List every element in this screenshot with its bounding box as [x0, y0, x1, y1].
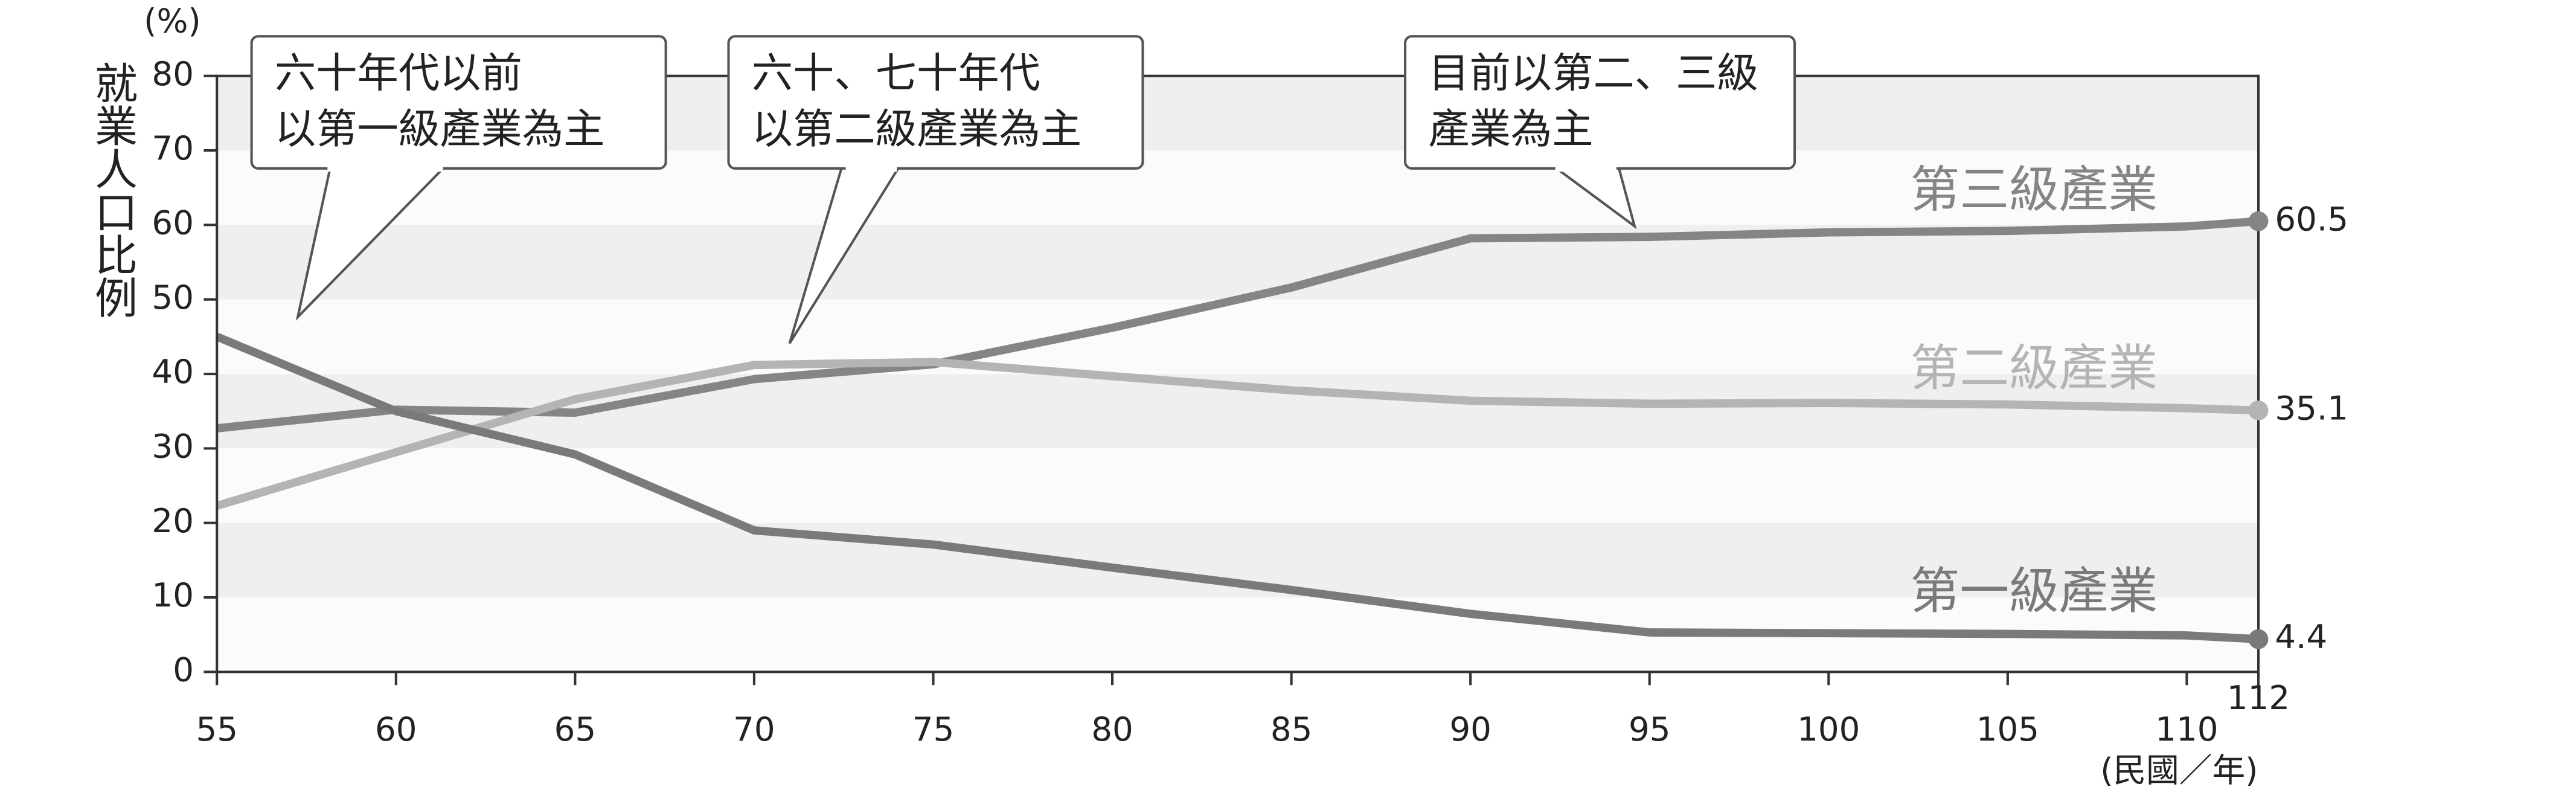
end-marker [2248, 629, 2269, 649]
grid-band [217, 299, 2259, 375]
y-tick-label: 70 [152, 129, 194, 167]
callout-join [327, 161, 443, 172]
y-unit: (%) [144, 1, 201, 40]
series-label: 第一級產業 [1910, 562, 2158, 620]
x-tick-label: 90 [1449, 710, 1491, 748]
y-tick-label: 10 [152, 576, 194, 614]
series-line [215, 333, 2259, 643]
x-unit: (民國／年) [2100, 751, 2258, 790]
x-tick-label: 55 [196, 710, 238, 748]
end-marker [2248, 400, 2269, 420]
y-tick-label: 0 [173, 650, 194, 689]
x-tick-label: 60 [375, 710, 417, 748]
value-label: 4.4 [2275, 617, 2327, 656]
x-tick-label: 65 [554, 710, 597, 748]
series-line [216, 217, 2259, 433]
callout-box [727, 35, 1144, 170]
x-tick-label: 75 [912, 710, 955, 748]
y-tick-label: 30 [152, 426, 194, 465]
series-line [216, 358, 2259, 510]
grid-band [217, 225, 2259, 300]
x-tick-label: 110 [2155, 710, 2218, 748]
series-label: 第三級產業 [1910, 161, 2158, 219]
x-tick-label: 100 [1797, 710, 1860, 748]
series-lines [215, 217, 2259, 643]
x-tick-label: 70 [733, 710, 775, 748]
annotation: 六十年代以前 [275, 50, 522, 97]
annotation: 目前以第二、三級 [1428, 50, 1758, 97]
x-tick-label: 105 [1976, 710, 2039, 748]
grid-band [217, 448, 2259, 523]
annotation: 以第二級產業為主 [752, 106, 1082, 153]
annotation: 六十、七十年代 [752, 50, 1040, 97]
callout-join [845, 161, 897, 172]
series-label: 第二級產業 [1910, 339, 2158, 397]
y-tick-label: 40 [152, 352, 194, 391]
y-tick-label: 60 [152, 204, 194, 242]
annotation: 產業為主 [1428, 106, 1593, 153]
value-label: 35.1 [2275, 389, 2348, 428]
x-tick-label: 95 [1629, 710, 1671, 748]
callout-box [250, 35, 667, 170]
x-tick-label: 112 [2227, 678, 2290, 717]
y-tick-label: 50 [152, 278, 194, 317]
annotation: 以第一級產業為主 [275, 106, 605, 153]
x-tick-label: 85 [1270, 710, 1313, 748]
value-label: 60.5 [2275, 199, 2348, 238]
x-tick-label: 80 [1091, 710, 1133, 748]
y-tick-label: 80 [152, 54, 194, 93]
y-axis-label: 就業人口比例 [88, 61, 138, 318]
y-tick-label: 20 [152, 501, 194, 540]
callout-join [1555, 161, 1616, 172]
end-marker [2248, 211, 2269, 231]
